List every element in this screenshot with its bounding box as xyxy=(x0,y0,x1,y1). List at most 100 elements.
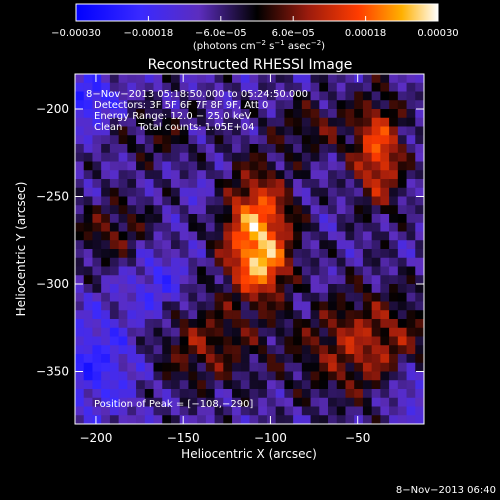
heatmap-cell xyxy=(406,100,416,110)
heatmap-cell xyxy=(179,249,189,259)
heatmap-cell xyxy=(205,179,216,189)
heatmap-cell xyxy=(153,336,163,346)
annotation-time: 8−Nov−2013 05:18:50.000 to 05:24:50.000 xyxy=(86,89,308,100)
heatmap-cell xyxy=(336,74,346,84)
heatmap-cell xyxy=(293,205,303,215)
heatmap-cell xyxy=(336,82,346,92)
heatmap-cell xyxy=(301,284,311,294)
heatmap-cell xyxy=(380,205,390,215)
heatmap-cell xyxy=(223,187,233,197)
heatmap-cell xyxy=(188,187,198,197)
heatmap-cell xyxy=(266,415,277,425)
heatmap-cell xyxy=(240,187,250,197)
heatmap-cell xyxy=(284,319,294,329)
heatmap-cell xyxy=(153,196,163,206)
heatmap-cell xyxy=(380,109,390,119)
heatmap-cell xyxy=(266,354,277,364)
heatmap-cell xyxy=(232,362,242,372)
heatmap-cell xyxy=(240,240,250,250)
heatmap-cell xyxy=(345,222,355,232)
heatmap-cell xyxy=(75,74,85,84)
heatmap-cell xyxy=(223,415,233,425)
heatmap-cell xyxy=(153,389,163,399)
heatmap-cell xyxy=(328,117,338,127)
heatmap-cell xyxy=(406,231,416,241)
heatmap-cell xyxy=(328,406,338,416)
heatmap-cell xyxy=(275,170,285,180)
heatmap-cell xyxy=(293,380,303,390)
heatmap-cell xyxy=(127,354,137,364)
heatmap-cell xyxy=(179,205,189,215)
heatmap-cell xyxy=(406,362,416,372)
heatmap-cell xyxy=(232,345,242,355)
heatmap-cell xyxy=(188,301,198,311)
heatmap-cell xyxy=(293,214,303,224)
heatmap-cell xyxy=(293,91,303,101)
heatmap-cell xyxy=(162,345,172,355)
heatmap-cell xyxy=(197,214,207,224)
heatmap-cell xyxy=(83,205,93,215)
heatmap-cell xyxy=(75,161,85,171)
heatmap-cell xyxy=(223,100,233,110)
heatmap-cell xyxy=(258,327,268,337)
heatmap-cell xyxy=(136,327,146,337)
heatmap-cell xyxy=(92,205,102,215)
heatmap-cell xyxy=(415,152,425,162)
heatmap-cell xyxy=(336,310,346,320)
heatmap-cell xyxy=(362,100,373,110)
heatmap-cell xyxy=(406,301,416,311)
heatmap-cell xyxy=(223,135,233,145)
heatmap-cell xyxy=(354,266,364,276)
heatmap-cell xyxy=(162,187,172,197)
heatmap-cell xyxy=(362,354,373,364)
heatmap-cell xyxy=(127,144,137,154)
heatmap-cell xyxy=(127,179,137,189)
heatmap-cell xyxy=(188,161,198,171)
heatmap-cell xyxy=(162,371,172,381)
heatmap-cell xyxy=(380,362,390,372)
heatmap-cell xyxy=(406,126,416,136)
heatmap-cell xyxy=(380,397,390,407)
heatmap-cell xyxy=(284,100,294,110)
heatmap-cell xyxy=(197,161,207,171)
heatmap-cell xyxy=(266,91,277,101)
heatmap-cell xyxy=(153,380,163,390)
heatmap-cell xyxy=(354,249,364,259)
heatmap-cell xyxy=(153,275,163,285)
heatmap-cell xyxy=(232,170,242,180)
heatmap-cell xyxy=(371,266,381,276)
heatmap-cell xyxy=(170,345,181,355)
heatmap-cell xyxy=(223,240,233,250)
heatmap-cell xyxy=(336,144,346,154)
heatmap-cell xyxy=(293,415,303,425)
heatmap-cell xyxy=(153,179,163,189)
heatmap-cell xyxy=(258,319,268,329)
heatmap-cell xyxy=(232,231,242,241)
heatmap-cell xyxy=(205,214,216,224)
heatmap-cell xyxy=(179,292,189,302)
heatmap-cell xyxy=(170,319,181,329)
heatmap-cell xyxy=(136,249,146,259)
heatmap-cell xyxy=(258,91,268,101)
heatmap-cell xyxy=(301,214,311,224)
heatmap-cell xyxy=(319,231,329,241)
heatmap-cell xyxy=(118,161,128,171)
heatmap-cell xyxy=(240,170,250,180)
heatmap-cell xyxy=(223,389,233,399)
heatmap-cell xyxy=(75,100,85,110)
colorbar-tick-label: 6.0e−05 xyxy=(272,28,315,39)
heatmap-cell xyxy=(371,231,381,241)
heatmap-cell xyxy=(415,109,425,119)
heatmap-cell xyxy=(415,327,425,337)
heatmap-cell xyxy=(380,275,390,285)
heatmap-cell xyxy=(371,117,381,127)
heatmap-cell xyxy=(75,406,85,416)
heatmap-cell xyxy=(354,161,364,171)
heatmap-cell xyxy=(109,397,120,407)
heatmap-cell xyxy=(362,152,373,162)
heatmap-cell xyxy=(319,74,329,84)
heatmap-cell xyxy=(293,196,303,206)
heatmap-cell xyxy=(197,415,207,425)
heatmap-cell xyxy=(127,380,137,390)
heatmap-cell xyxy=(415,196,425,206)
